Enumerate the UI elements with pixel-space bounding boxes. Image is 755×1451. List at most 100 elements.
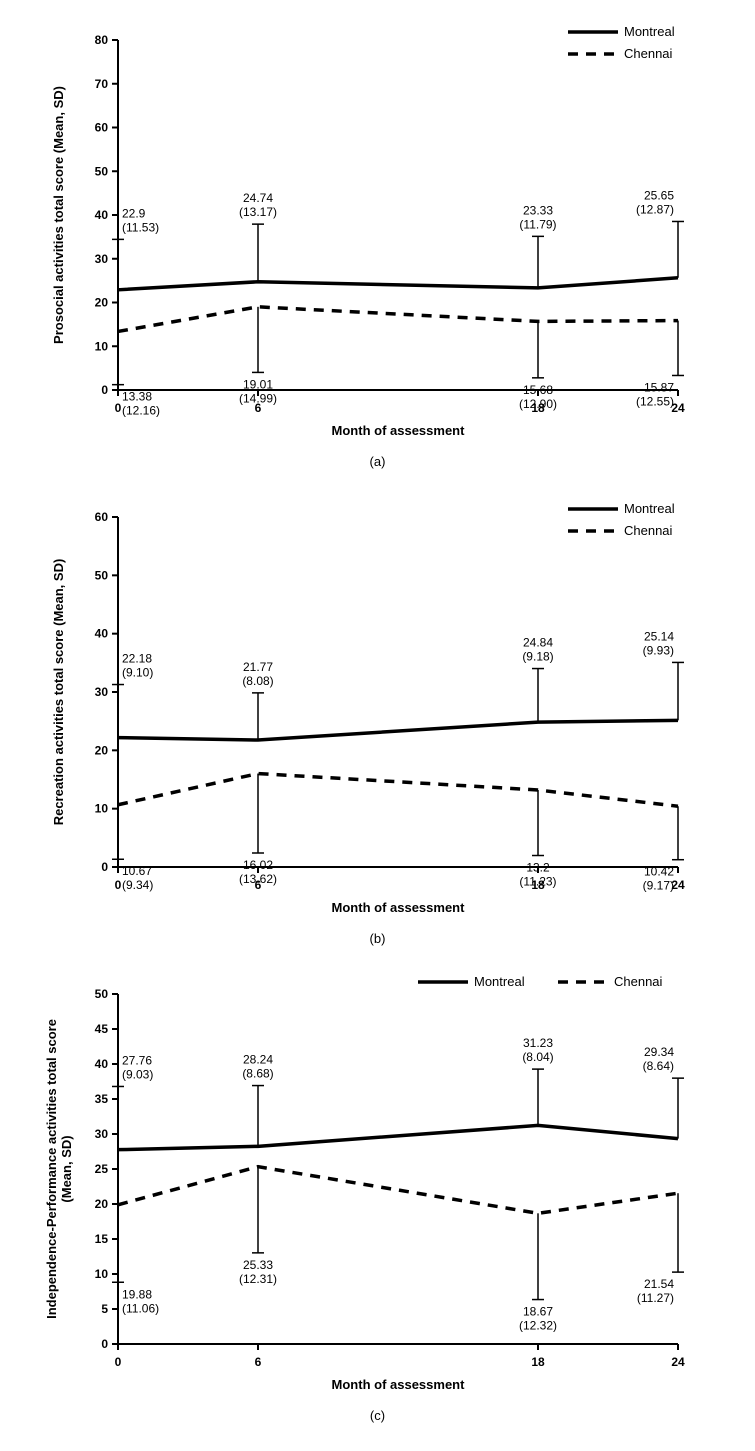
data-label-sd: (9.03) xyxy=(122,1067,153,1081)
panel-sub-label: (a) xyxy=(28,454,728,469)
figure-page: { "figure": { "width": 755, "panel_width… xyxy=(0,0,755,1451)
svg-text:Montreal: Montreal xyxy=(624,501,675,516)
data-label-sd: (12.55) xyxy=(635,394,673,408)
svg-text:15: 15 xyxy=(94,1232,108,1246)
chart-panel-a: 01020304050607080061824Month of assessme… xyxy=(28,10,728,450)
series-montreal xyxy=(118,1125,678,1149)
svg-text:0: 0 xyxy=(101,1337,108,1351)
data-label: 25.33 xyxy=(242,1258,272,1272)
svg-text:Prosocial activities total sco: Prosocial activities total score (Mean, … xyxy=(51,86,66,344)
data-label: 19.01 xyxy=(242,377,272,391)
data-label-sd: (11.06) xyxy=(122,1301,159,1315)
data-label: 10.42 xyxy=(643,865,673,879)
svg-text:10: 10 xyxy=(94,339,108,353)
svg-text:Recreation activities total sc: Recreation activities total score (Mean,… xyxy=(51,559,66,826)
svg-text:Chennai: Chennai xyxy=(624,46,673,61)
svg-text:0: 0 xyxy=(114,401,121,415)
data-label: 25.65 xyxy=(643,188,673,202)
data-label: 24.74 xyxy=(242,191,272,205)
data-label: 13.38 xyxy=(122,390,152,404)
svg-text:5: 5 xyxy=(101,1302,108,1316)
svg-text:20: 20 xyxy=(94,1197,108,1211)
svg-text:30: 30 xyxy=(94,685,108,699)
svg-text:0: 0 xyxy=(101,383,108,397)
data-label-sd: (11.79) xyxy=(519,217,556,231)
data-label-sd: (12.87) xyxy=(635,202,673,216)
data-label: 22.18 xyxy=(122,652,152,666)
svg-text:35: 35 xyxy=(94,1092,108,1106)
svg-text:40: 40 xyxy=(94,1057,108,1071)
svg-text:25: 25 xyxy=(94,1162,108,1176)
data-label-sd: (11.27) xyxy=(636,1291,673,1305)
svg-text:60: 60 xyxy=(94,121,108,135)
data-label-sd: (12.31) xyxy=(238,1272,276,1286)
data-label-sd: (8.68) xyxy=(242,1067,273,1081)
series-chennai xyxy=(118,1167,678,1214)
svg-text:40: 40 xyxy=(94,627,108,641)
svg-text:Independence-Performance activ: Independence-Performance activities tota… xyxy=(44,1019,74,1319)
panel-sub-label: (b) xyxy=(28,931,728,946)
series-chennai xyxy=(118,307,678,332)
data-label-sd: (14.99) xyxy=(238,391,276,405)
svg-text:Month of assessment: Month of assessment xyxy=(331,1377,465,1392)
data-label-sd: (8.64) xyxy=(642,1059,673,1073)
data-label-sd: (9.10) xyxy=(122,666,153,680)
data-label-sd: (12.16) xyxy=(122,404,160,418)
svg-text:10: 10 xyxy=(94,1267,108,1281)
svg-text:0: 0 xyxy=(114,1355,121,1369)
chart-panel-c: 0 5 10 15 20 25 30 35 40 45 50 0 6 18 24 Month of asses… xyxy=(28,964,728,1404)
data-label-sd: (11.53) xyxy=(122,220,159,234)
panel-b: 0102030405060061824Month of assessmentRe… xyxy=(28,487,728,946)
data-label: 15.68 xyxy=(522,383,552,397)
svg-text:50: 50 xyxy=(94,568,108,582)
charts-container: 01020304050607080061824Month of assessme… xyxy=(0,10,755,1423)
data-label-sd: (11.23) xyxy=(519,875,556,889)
svg-text:40: 40 xyxy=(94,208,108,222)
data-label: 28.24 xyxy=(242,1053,272,1067)
data-label: 19.88 xyxy=(122,1287,152,1301)
svg-text:24: 24 xyxy=(671,1355,685,1369)
svg-text:0: 0 xyxy=(101,860,108,874)
data-label: 22.9 xyxy=(122,206,146,220)
data-label: 16.02 xyxy=(242,858,272,872)
data-label: 18.67 xyxy=(522,1305,552,1319)
series-chennai xyxy=(118,774,678,807)
svg-text:18: 18 xyxy=(531,1355,545,1369)
data-label: 29.34 xyxy=(643,1045,673,1059)
svg-text:10: 10 xyxy=(94,802,108,816)
svg-text:50: 50 xyxy=(94,164,108,178)
data-label: 13.2 xyxy=(526,861,550,875)
data-label: 24.84 xyxy=(522,636,552,650)
svg-text:0: 0 xyxy=(114,878,121,892)
data-label: 25.14 xyxy=(643,629,673,643)
series-montreal xyxy=(118,278,678,290)
data-label-sd: (9.93) xyxy=(642,643,673,657)
panel-a: 01020304050607080061824Month of assessme… xyxy=(28,10,728,469)
svg-text:70: 70 xyxy=(94,77,108,91)
svg-text:30: 30 xyxy=(94,252,108,266)
data-label-sd: (8.08) xyxy=(242,674,273,688)
svg-text:6: 6 xyxy=(254,1355,261,1369)
svg-text:20: 20 xyxy=(94,296,108,310)
svg-text:Month of assessment: Month of assessment xyxy=(331,900,465,915)
data-label-sd: (9.18) xyxy=(522,650,553,664)
svg-text:60: 60 xyxy=(94,510,108,524)
svg-text:Month of assessment: Month of assessment xyxy=(331,423,465,438)
data-label-sd: (9.17) xyxy=(642,879,673,893)
svg-text:50: 50 xyxy=(94,987,108,1001)
svg-text:Montreal: Montreal xyxy=(474,974,525,989)
svg-text:45: 45 xyxy=(94,1022,108,1036)
data-label-sd: (9.34) xyxy=(122,878,153,892)
data-label-sd: (12.32) xyxy=(518,1319,556,1333)
svg-text:30: 30 xyxy=(94,1127,108,1141)
data-label: 27.76 xyxy=(122,1053,152,1067)
data-label: 10.67 xyxy=(122,864,152,878)
data-label: 23.33 xyxy=(522,203,552,217)
data-label-sd: (12.90) xyxy=(518,397,556,411)
data-label-sd: (13.62) xyxy=(238,872,276,886)
data-label-sd: (8.04) xyxy=(522,1050,553,1064)
data-label: 31.23 xyxy=(522,1036,552,1050)
data-label: 21.77 xyxy=(242,660,272,674)
svg-text:20: 20 xyxy=(94,743,108,757)
svg-text:Montreal: Montreal xyxy=(624,24,675,39)
